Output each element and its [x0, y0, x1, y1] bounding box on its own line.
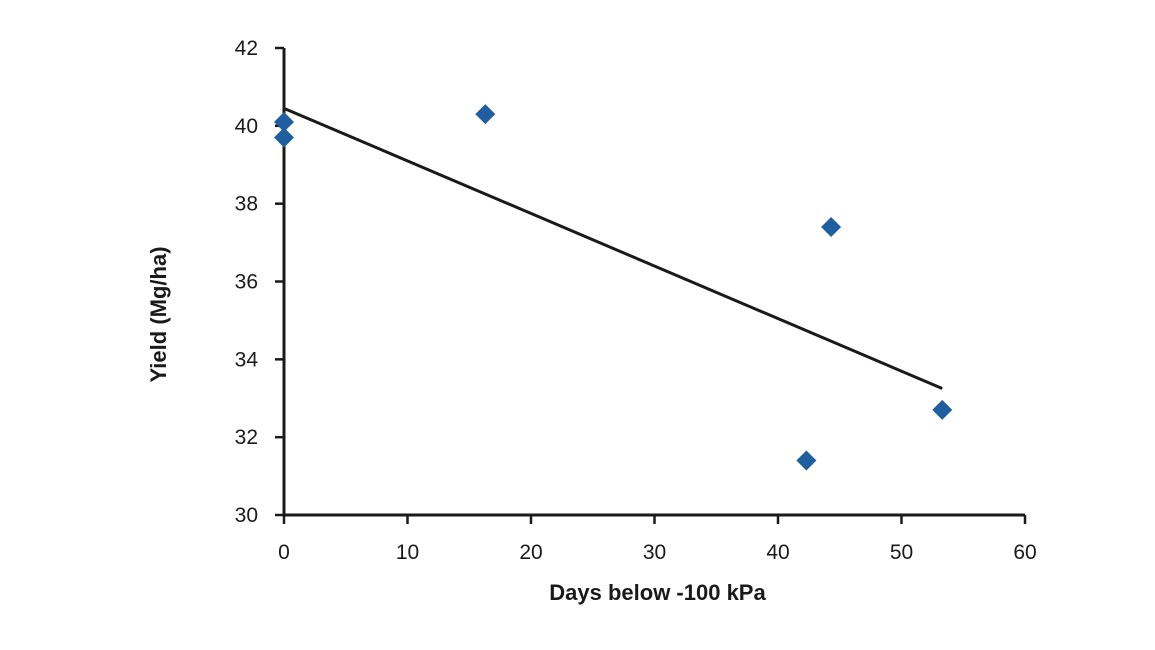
x-tick-label: 40 — [766, 541, 789, 564]
x-axis-title: Days below -100 kPa — [549, 580, 766, 605]
y-tick-label: 40 — [235, 115, 258, 138]
y-tick-label: 30 — [235, 504, 258, 527]
x-tick-label: 30 — [643, 541, 666, 564]
x-tick-label: 20 — [519, 541, 542, 564]
y-tick-label: 36 — [235, 271, 258, 294]
y-tick-label: 34 — [235, 348, 259, 371]
y-tick-label: 42 — [235, 37, 258, 60]
data-points — [274, 104, 953, 471]
x-axis-ticks: 0 10 20 30 40 50 60 — [278, 515, 1037, 564]
x-tick-label: 0 — [278, 541, 290, 564]
data-point-diamond — [274, 127, 294, 148]
data-point-diamond — [821, 217, 842, 238]
y-axis-ticks: 30 32 34 36 38 40 42 — [235, 37, 284, 527]
y-tick-label: 38 — [235, 193, 258, 216]
data-point-diamond — [932, 399, 953, 420]
data-point-diamond — [475, 104, 496, 125]
data-point-diamond — [796, 450, 817, 471]
trend-line — [283, 106, 943, 390]
y-tick-label: 32 — [235, 426, 258, 449]
x-tick-label: 60 — [1013, 541, 1036, 564]
data-point-diamond — [274, 111, 294, 132]
x-tick-label: 10 — [396, 541, 419, 564]
x-tick-label: 50 — [890, 541, 913, 564]
axes-frame — [282, 48, 1025, 517]
y-axis-title: Yield (Mg/ha) — [146, 246, 171, 382]
